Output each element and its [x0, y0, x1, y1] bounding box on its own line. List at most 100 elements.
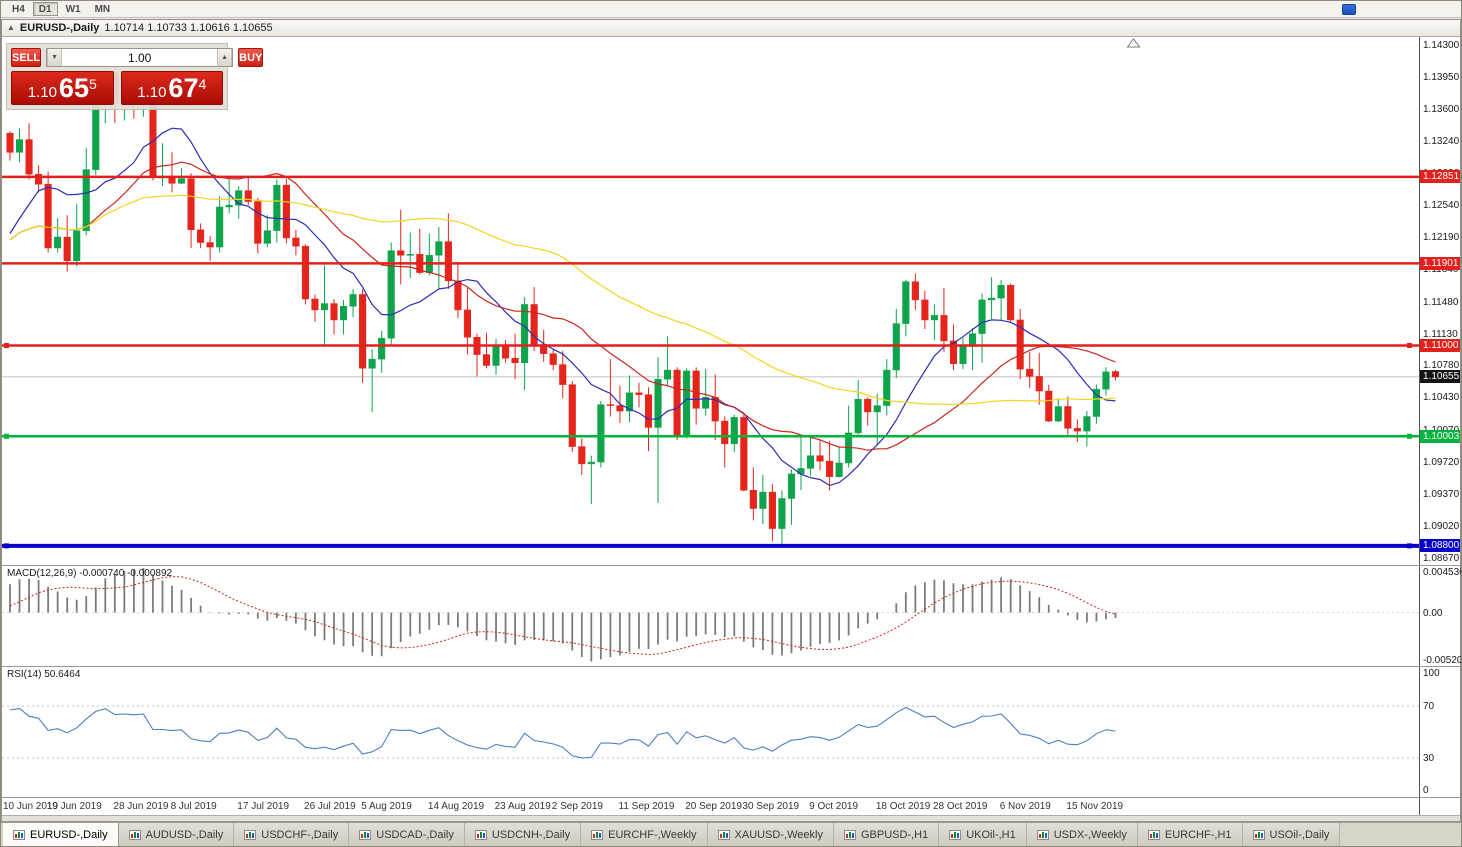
y-axis-tick: 1.10780 [1423, 360, 1460, 372]
x-axis-tick: 30 Sep 2019 [742, 801, 800, 812]
chart-tab-usdcad-daily[interactable]: USDCAD-,Daily [349, 823, 465, 846]
buy-price-button[interactable]: 1.10 67 4 [120, 71, 223, 105]
chart-tab-eurchf-h1[interactable]: EURCHF-,H1 [1137, 823, 1243, 846]
x-axis-tick: 19 Jun 2019 [46, 801, 102, 812]
tab-label: USDCHF-,Daily [261, 828, 339, 841]
volume-control: ▼ ▲ [46, 48, 234, 67]
tab-chart-icon [717, 829, 730, 840]
x-axis-tick: 9 Oct 2019 [809, 801, 859, 812]
tab-chart-icon [591, 829, 604, 840]
chart-shift-marker [1126, 38, 1141, 48]
y-axis-tick: 1.13950 [1423, 71, 1460, 83]
x-axis-tick: 14 Aug 2019 [427, 801, 485, 812]
tab-label: USDCNH-,Daily [491, 828, 571, 841]
chart-tab-usoil-daily[interactable]: USOil-,Daily [1242, 823, 1341, 846]
date-axis[interactable]: 10 Jun 2019 19 Jun 2019 28 Jun 2019 8 Jul 2… [2, 797, 1419, 815]
current-price-badge: 1.10655 [1420, 370, 1460, 384]
tab-label: USDX-,Weekly [1053, 828, 1127, 841]
chart-tab-ukoil-h1[interactable]: UKOil-,H1 [939, 823, 1027, 846]
panel-divider[interactable] [1419, 565, 1460, 566]
x-axis-tick: 5 Aug 2019 [361, 801, 412, 812]
buy-button[interactable]: BUY [238, 48, 264, 67]
sell-button[interactable]: SELL [11, 48, 42, 67]
y-axis-tick: 1.11480 [1423, 296, 1459, 308]
timeframe-button-d1[interactable]: D1 [32, 2, 58, 16]
y-axis-tick: 1.09020 [1423, 520, 1460, 532]
volume-decrease-button[interactable]: ▼ [47, 49, 63, 66]
x-axis-tick: 11 Sep 2019 [618, 801, 675, 812]
sell-price-button[interactable]: 1.10 65 5 [11, 71, 114, 105]
price-chart[interactable] [2, 37, 1419, 565]
tab-chart-icon [1036, 829, 1049, 840]
chart-tab-usdx-weekly[interactable]: USDX-,Weekly [1026, 823, 1138, 846]
macd-panel[interactable]: MACD(12,26,9) -0.000740 -0.000892 [2, 566, 1419, 666]
y-axis-tick: 1.13240 [1423, 136, 1460, 148]
chart-panels: SELL ▼ ▲ BUY 1.10 65 5 [2, 37, 1462, 821]
x-axis-tick: 20 Sep 2019 [685, 801, 742, 812]
tab-label: USOil-,Daily [1269, 828, 1330, 841]
macd-label: MACD(12,26,9) -0.000740 -0.000892 [7, 568, 173, 579]
chart-tab-usdchf-daily[interactable]: USDCHF-,Daily [234, 823, 350, 846]
chart-window: ▲ EURUSD-,Daily 1.10714 1.10733 1.10616 … [1, 19, 1461, 822]
rsi-panel[interactable]: RSI(14) 50.6464 [2, 667, 1419, 797]
timeframe-button-w1[interactable]: W1 [65, 4, 81, 15]
rsi-chart [2, 705, 1419, 759]
x-axis-tick: 26 Jul 2019 [304, 801, 356, 812]
x-axis-tick: 18 Oct 2019 [875, 801, 931, 812]
macd-axis[interactable]: 0.004536 0.00 -0.0052050 [1419, 566, 1462, 666]
rsi-axis-tick: 70 [1423, 701, 1435, 712]
y-axis-tick: 1.12190 [1423, 232, 1460, 244]
chart-tab-eurchf-weekly[interactable]: EURCHF-,Weekly [581, 823, 708, 846]
panel-divider[interactable] [1419, 666, 1460, 667]
timeframe-button-h4[interactable]: H4 [12, 4, 25, 15]
timeframe-button-mn[interactable]: MN [94, 4, 111, 15]
sell-price-big: 65 [58, 72, 89, 103]
y-axis-tick: 1.09370 [1423, 488, 1460, 500]
macd-signal-line [9, 576, 1116, 656]
level-price-badge: 1.08800 [1420, 539, 1460, 553]
x-axis-tick: 23 Aug 2019 [494, 801, 551, 812]
y-axis-tick: 1.13600 [1423, 103, 1460, 115]
chart-tab-eurusd-daily[interactable]: EURUSD-,Daily [3, 823, 119, 846]
rsi-axis[interactable]: 100 70 30 0 [1419, 667, 1460, 797]
macd-chart [2, 568, 1419, 662]
timeframe-buttons: H4 D1 W1 MN [6, 2, 116, 16]
tab-label: XAUUSD-,Weekly [734, 828, 823, 841]
tab-chart-icon [244, 829, 257, 840]
x-axis-tick: 8 Jul 2019 [170, 801, 217, 812]
x-axis-tick: 10 Jun 2019 [3, 801, 59, 812]
date-axis-corner [1419, 797, 1460, 815]
tab-label: USDCAD-,Daily [376, 828, 454, 841]
tab-label: GBPUSD-,H1 [860, 828, 929, 841]
x-axis-tick: 2 Sep 2019 [551, 801, 603, 812]
tab-chart-icon [359, 829, 372, 840]
chart-tab-usdcnh-daily[interactable]: USDCNH-,Daily [464, 823, 582, 846]
tab-chart-icon [128, 829, 141, 840]
panel-divider[interactable] [2, 565, 1419, 566]
x-axis-tick: 6 Nov 2019 [999, 801, 1051, 812]
moving-average-50 [9, 194, 1116, 406]
y-axis-tick: 1.09720 [1423, 457, 1460, 469]
chart-tab-audusd-daily[interactable]: AUDUSD-,Daily [118, 823, 235, 846]
volume-increase-button[interactable]: ▲ [217, 49, 233, 66]
scroll-strip [2, 815, 1460, 821]
chart-window-icon[interactable] [1342, 4, 1356, 15]
tab-chart-icon [13, 829, 25, 840]
price-chart-panel[interactable]: SELL ▼ ▲ BUY 1.10 65 5 [2, 37, 1419, 565]
y-axis-tick: 1.08670 [1423, 552, 1460, 564]
tab-label: EURCHF-,H1 [1164, 828, 1232, 841]
chart-icon: ▲ [7, 23, 15, 32]
panel-divider[interactable] [2, 666, 1419, 667]
y-axis-tick: 1.12540 [1423, 200, 1460, 212]
x-axis-tick: 28 Jun 2019 [113, 801, 169, 812]
chart-tab-xauusd-weekly[interactable]: XAUUSD-,Weekly [707, 823, 834, 846]
price-axis[interactable]: 1.143001.139501.136001.132401.128901.125… [1419, 37, 1460, 565]
chart-tab-gbpusd-h1[interactable]: GBPUSD-,H1 [833, 823, 940, 846]
rsi-label: RSI(14) 50.6464 [7, 669, 81, 680]
tab-chart-icon [843, 829, 856, 840]
rsi-line [9, 706, 1116, 759]
tab-label: EURUSD-,Daily [30, 828, 108, 841]
macd-axis-tick: -0.0052050 [1423, 655, 1462, 666]
volume-input[interactable] [62, 49, 218, 66]
